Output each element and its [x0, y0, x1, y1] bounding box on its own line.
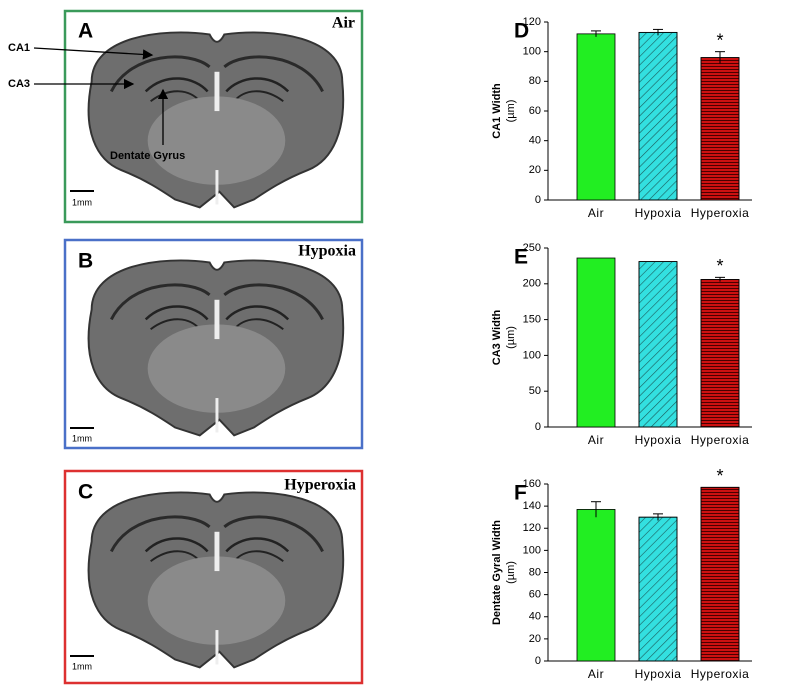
y-tick-label: 100 — [523, 46, 541, 58]
scale-label: 1mm — [72, 661, 92, 671]
y-tick-label: 60 — [529, 589, 541, 601]
significance-label: * — [716, 256, 723, 276]
bar-hatch — [638, 261, 678, 428]
bar — [576, 33, 616, 201]
y-tick-label: 160 — [523, 478, 541, 490]
panel-condition: Air — [332, 15, 355, 32]
bar-hatch — [700, 57, 740, 201]
annotation-arrow — [33, 47, 154, 60]
y-tick-label: 50 — [529, 385, 541, 397]
panel-letter: B — [78, 250, 93, 273]
y-axis-label: CA3 Width — [491, 309, 503, 365]
y-tick-label: 20 — [529, 164, 541, 176]
scale-label: 1mm — [72, 197, 92, 207]
bar-hatch — [638, 516, 678, 662]
panel-condition: Hypoxia — [298, 243, 356, 260]
y-tick-label: 80 — [529, 75, 541, 87]
y-tick-label: 40 — [529, 611, 541, 623]
y-tick-label: 140 — [523, 500, 541, 512]
y-axis-label: CA1 Width — [491, 83, 503, 139]
panel-letter: A — [78, 20, 93, 43]
x-tick-label: Air — [588, 206, 604, 220]
y-tick-label: 100 — [523, 544, 541, 556]
y-tick-label: 250 — [523, 242, 541, 254]
x-tick-label: Hyperoxia — [691, 433, 750, 447]
y-tick-label: 200 — [523, 278, 541, 290]
y-axis-label: Dentate Gyral Width — [491, 520, 503, 625]
x-tick-label: Hypoxia — [635, 433, 682, 447]
bar — [576, 509, 616, 662]
annotation: Dentate Gyrus — [110, 150, 185, 162]
panel-letter: E — [514, 246, 528, 269]
bar-hatch — [638, 31, 678, 201]
panel-letter: C — [78, 481, 93, 504]
y-tick-label: 20 — [529, 633, 541, 645]
y-tick-label: 80 — [529, 566, 541, 578]
x-tick-label: Hyperoxia — [691, 667, 750, 681]
y-tick-label: 120 — [523, 522, 541, 534]
y-axis-unit: (µm) — [505, 100, 517, 123]
bar-hatch — [700, 279, 740, 428]
significance-label: * — [716, 466, 723, 486]
x-tick-label: Hypoxia — [635, 206, 682, 220]
x-tick-label: Hypoxia — [635, 667, 682, 681]
x-tick-label: Air — [588, 433, 604, 447]
annotation: CA1 — [8, 42, 30, 54]
bar — [576, 257, 616, 428]
y-tick-label: 0 — [535, 194, 541, 206]
x-tick-label: Air — [588, 667, 604, 681]
scale-label: 1mm — [72, 433, 92, 443]
y-tick-label: 150 — [523, 314, 541, 326]
panel-letter: D — [514, 20, 529, 43]
bar-hatch — [700, 486, 740, 662]
panel-letter: F — [514, 482, 527, 505]
y-tick-label: 0 — [535, 421, 541, 433]
y-tick-label: 40 — [529, 135, 541, 147]
annotation: CA3 — [8, 78, 30, 90]
y-tick-label: 100 — [523, 349, 541, 361]
y-axis-unit: (µm) — [505, 561, 517, 584]
y-tick-label: 60 — [529, 105, 541, 117]
x-tick-label: Hyperoxia — [691, 206, 750, 220]
y-tick-label: 120 — [523, 16, 541, 28]
y-tick-label: 0 — [535, 655, 541, 667]
panel-condition: Hyperoxia — [284, 477, 356, 494]
y-axis-unit: (µm) — [505, 326, 517, 349]
significance-label: * — [716, 30, 723, 50]
